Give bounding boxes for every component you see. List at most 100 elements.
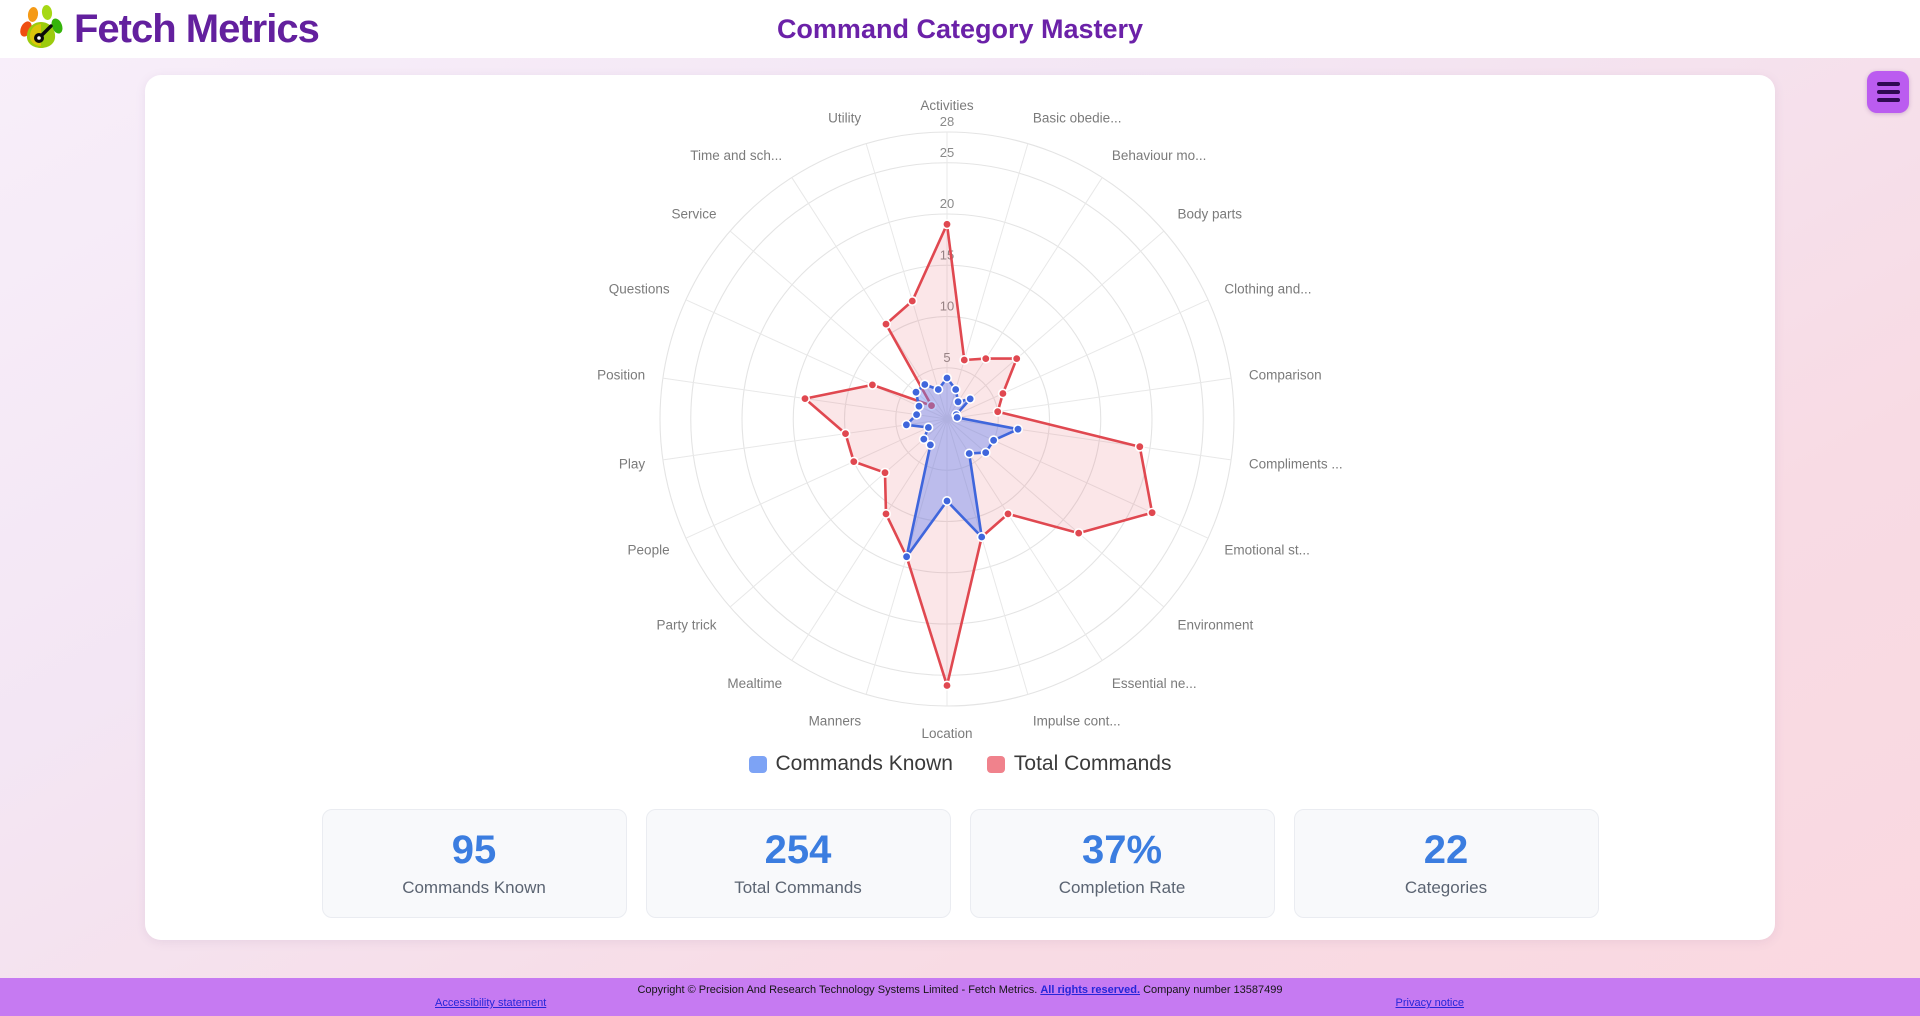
svg-text:Play: Play: [619, 457, 646, 472]
data-point[interactable]: [941, 372, 952, 383]
legend-item-total-commands[interactable]: Total Commands: [986, 752, 1171, 776]
data-point[interactable]: [913, 401, 924, 412]
data-point[interactable]: [964, 448, 975, 459]
radar-chart[interactable]: Activities Basic obedie... Behaviour mo...…: [145, 75, 1775, 743]
data-point[interactable]: [879, 467, 890, 478]
svg-text:Position: Position: [597, 367, 645, 382]
stat-card-categories: 22 Categories: [1293, 809, 1599, 918]
svg-text:Time and sch...: Time and sch...: [690, 148, 782, 163]
privacy-notice-link[interactable]: Privacy notice: [1395, 997, 1464, 1009]
data-point[interactable]: [941, 495, 952, 506]
top-bar: Fetch Metrics Command Category Mastery: [0, 0, 1920, 58]
svg-text:25: 25: [940, 145, 954, 160]
stat-card-completion-rate: 37% Completion Rate: [969, 809, 1275, 918]
svg-text:28: 28: [940, 114, 954, 129]
data-point[interactable]: [1002, 508, 1013, 519]
copyright-line: Copyright © Precision And Research Techn…: [637, 984, 1283, 996]
all-rights-reserved-link[interactable]: All rights reserved.: [1040, 984, 1140, 996]
svg-text:Manners: Manners: [809, 713, 862, 728]
svg-text:Utility: Utility: [828, 111, 861, 126]
data-point[interactable]: [953, 396, 964, 407]
svg-text:Activities: Activities: [920, 98, 974, 113]
data-point[interactable]: [848, 456, 859, 467]
data-point[interactable]: [933, 384, 944, 395]
series-commands-known[interactable]: [901, 372, 1023, 562]
stat-value: 22: [1423, 827, 1469, 872]
legend-item-commands-known[interactable]: Commands Known: [748, 752, 953, 776]
stat-card-total-commands: 254 Total Commands: [645, 809, 951, 918]
stat-value: 37%: [1081, 827, 1163, 872]
svg-text:Mealtime: Mealtime: [727, 676, 782, 691]
svg-text:Location: Location: [921, 726, 972, 741]
stat-card-commands-known: 95 Commands Known: [321, 809, 627, 918]
radar-axis-labels: Activities Basic obedie... Behaviour mo...…: [597, 98, 1343, 741]
stats-row: 95 Commands Known 254 Total Commands 37%…: [145, 809, 1775, 918]
data-point[interactable]: [941, 219, 952, 230]
data-point[interactable]: [1073, 528, 1084, 539]
data-point[interactable]: [1011, 353, 1022, 364]
data-point[interactable]: [880, 319, 891, 330]
data-point[interactable]: [840, 428, 851, 439]
fetch-metrics-logo[interactable]: Fetch Metrics: [18, 4, 320, 54]
radar-chart-container: Activities Basic obedie... Behaviour mo...…: [145, 75, 1775, 743]
stat-value: 95: [451, 827, 497, 872]
data-point[interactable]: [910, 387, 921, 398]
series-total-commands[interactable]: [799, 219, 1158, 691]
data-point[interactable]: [901, 419, 912, 430]
data-point[interactable]: [980, 353, 991, 364]
brand-name: Fetch Metrics: [74, 6, 320, 51]
data-point[interactable]: [997, 388, 1008, 399]
hamburger-menu-button[interactable]: [1867, 71, 1909, 113]
data-point[interactable]: [923, 422, 934, 433]
data-point[interactable]: [867, 379, 878, 390]
data-point[interactable]: [992, 406, 1003, 417]
svg-text:Service: Service: [671, 206, 716, 221]
svg-text:Environment: Environment: [1178, 618, 1254, 633]
page-title: Command Category Mastery: [776, 13, 1144, 44]
paw-gauge-icon: [18, 4, 64, 54]
data-point[interactable]: [901, 551, 912, 562]
chart-legend: Commands Known Total Commands: [145, 749, 1775, 779]
data-point[interactable]: [959, 354, 970, 365]
data-point[interactable]: [880, 508, 891, 519]
svg-text:Impulse cont...: Impulse cont...: [1033, 713, 1121, 728]
data-point[interactable]: [925, 439, 936, 450]
legend-swatch: [986, 755, 1005, 773]
data-point[interactable]: [1134, 441, 1145, 452]
stat-value: 254: [764, 827, 832, 872]
svg-text:10: 10: [940, 299, 954, 314]
svg-text:Clothing and...: Clothing and...: [1224, 282, 1311, 297]
hamburger-icon: [1876, 82, 1900, 86]
data-point[interactable]: [799, 393, 810, 404]
svg-text:Emotional st...: Emotional st...: [1224, 542, 1310, 557]
data-point[interactable]: [952, 412, 963, 423]
data-point[interactable]: [976, 531, 987, 542]
svg-text:Basic obedie...: Basic obedie...: [1033, 111, 1122, 126]
data-point[interactable]: [988, 435, 999, 446]
svg-text:20: 20: [940, 196, 954, 211]
stat-label: Total Commands: [734, 877, 862, 897]
svg-text:Body parts: Body parts: [1178, 206, 1243, 221]
data-point[interactable]: [919, 379, 930, 390]
svg-text:Comparison: Comparison: [1249, 367, 1322, 382]
footer: Copyright © Precision And Research Techn…: [0, 978, 1920, 1016]
data-point[interactable]: [941, 680, 952, 691]
data-point[interactable]: [911, 409, 922, 420]
svg-text:Compliments ...: Compliments ...: [1249, 457, 1343, 472]
data-point[interactable]: [907, 296, 918, 307]
svg-text:Party trick: Party trick: [656, 618, 716, 633]
data-point[interactable]: [965, 393, 976, 404]
data-point[interactable]: [950, 384, 961, 395]
svg-text:People: People: [628, 542, 670, 557]
stat-label: Categories: [1404, 877, 1488, 897]
svg-text:5: 5: [943, 350, 950, 365]
accessibility-statement-link[interactable]: Accessibility statement: [435, 997, 547, 1009]
data-point[interactable]: [918, 434, 929, 445]
data-point[interactable]: [1012, 424, 1023, 435]
data-point[interactable]: [1147, 507, 1158, 518]
dashboard-card: Activities Basic obedie... Behaviour mo...…: [145, 75, 1775, 940]
svg-text:Questions: Questions: [609, 282, 670, 297]
data-point[interactable]: [980, 447, 991, 458]
legend-swatch: [748, 755, 767, 773]
data-point[interactable]: [926, 400, 937, 411]
